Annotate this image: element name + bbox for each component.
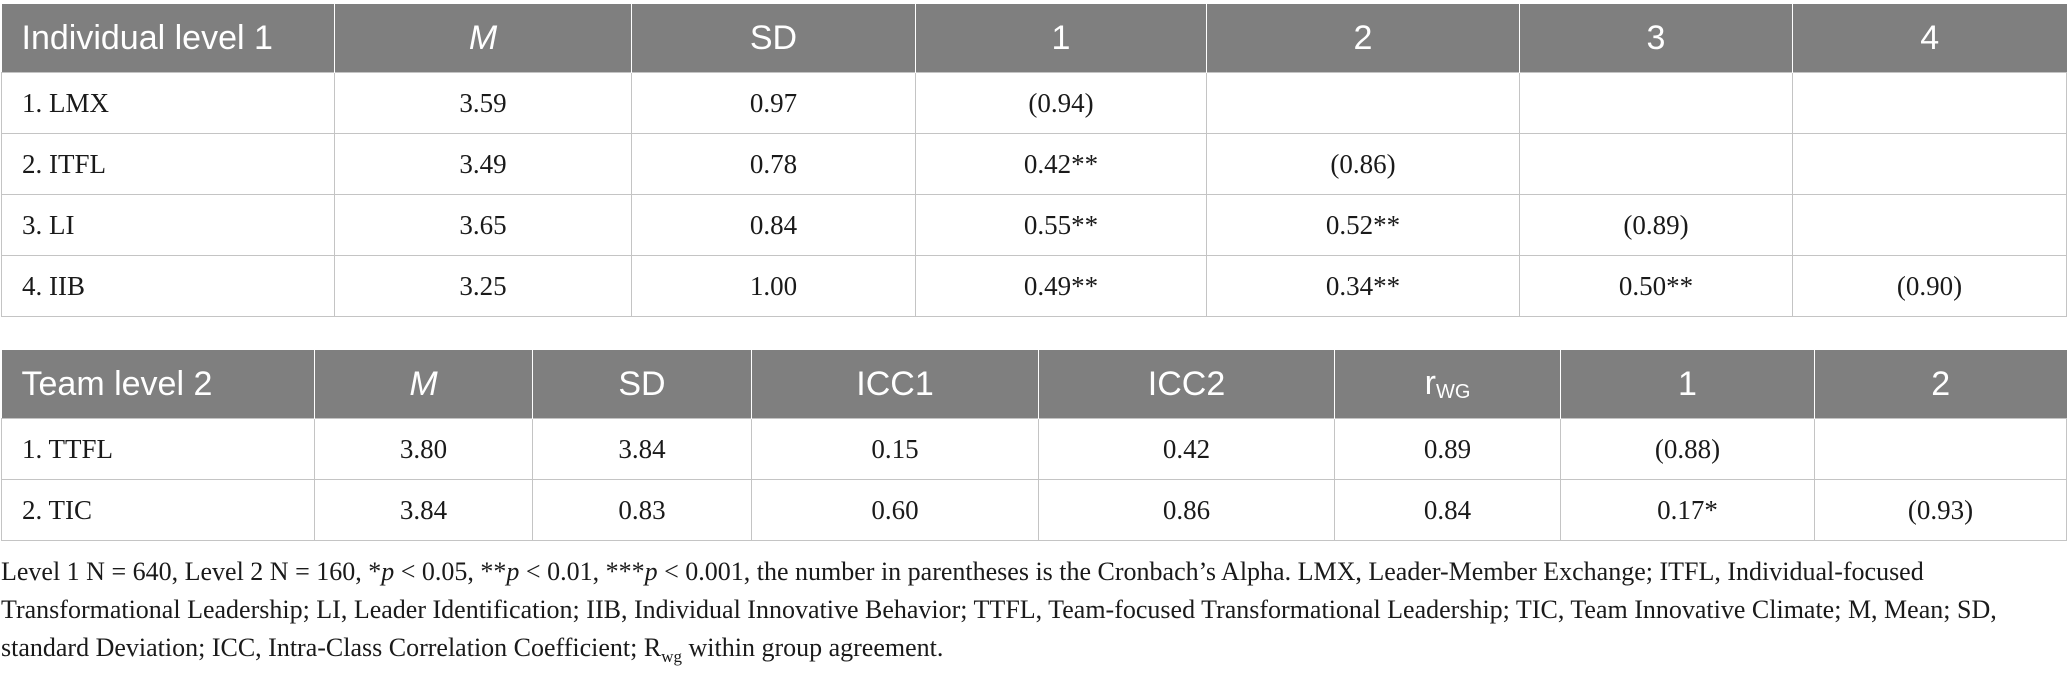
table-cell: (0.94) [915,72,1207,134]
header-cell-col-4: 4 [1792,4,2067,73]
table-cell: 0.84 [1334,479,1561,541]
table-cell: 0.89 [1334,418,1561,480]
table-cell: 0.52** [1206,194,1520,256]
table-footnote: Level 1 N = 640, Level 2 N = 160, *p < 0… [1,553,2051,676]
table-cell: 1.00 [631,255,916,317]
table-cell [1814,418,2067,480]
table-row: 3. LI 3.65 0.84 0.55** 0.52** (0.89) [1,194,2067,256]
table-cell [1519,133,1793,195]
header-cell-col-2: 2 [1814,350,2067,419]
table-cell: 3.80 [314,418,533,480]
table-cell: 3.49 [334,133,632,195]
table-cell: 0.78 [631,133,916,195]
table-cell: 0.42** [915,133,1207,195]
table-cell: 4. IIB [1,255,335,317]
table-cell: 0.86 [1038,479,1335,541]
table-cell [1519,72,1793,134]
table-cell: 3.25 [334,255,632,317]
table-cell: 1. TTFL [1,418,315,480]
header-cell-col-1: 1 [1560,350,1815,419]
note-text: < 0.05, ** [394,557,507,586]
header-cell-mean: M [314,350,533,419]
table-row: 2. ITFL 3.49 0.78 0.42** (0.86) [1,133,2067,195]
header-cell-col-1: 1 [915,4,1207,73]
table-cell [1792,72,2067,134]
table-row: 1. TTFL 3.80 3.84 0.15 0.42 0.89 (0.88) [1,418,2067,480]
table-cell: (0.89) [1519,194,1793,256]
table-cell [1206,72,1520,134]
table-cell: 0.15 [751,418,1039,480]
table-cell: 2. ITFL [1,133,335,195]
table-cell: 3.59 [334,72,632,134]
note-text: < 0.01, *** [519,557,645,586]
statistics-table-team-level: Team level 2 M SD ICC1 ICC2 rWG 1 2 1. T… [1,350,2067,541]
rwg-label: r [1424,364,1436,402]
table-cell [1792,194,2067,256]
table-cell: 3.84 [314,479,533,541]
table-cell: 0.49** [915,255,1207,317]
header-cell-mean: M [334,4,632,73]
header-cell-icc2: ICC2 [1038,350,1335,419]
table-cell: (0.93) [1814,479,2067,541]
table-row: 1. LMX 3.59 0.97 (0.94) [1,72,2067,134]
table-cell: 0.84 [631,194,916,256]
header-cell-sd: SD [631,4,916,73]
table-cell: 3.65 [334,194,632,256]
note-p-italic: p [644,557,658,586]
header-cell-rwg: rWG [1334,350,1561,419]
table-cell: 0.34** [1206,255,1520,317]
table-header-row: Individual level 1 M SD 1 2 3 4 [1,4,2067,73]
header-cell-col-2: 2 [1206,4,1520,73]
table-cell: 1. LMX [1,72,335,134]
header-cell-variable: Individual level 1 [1,4,335,73]
table-row: 4. IIB 3.25 1.00 0.49** 0.34** 0.50** (0… [1,255,2067,317]
header-cell-col-3: 3 [1519,4,1793,73]
header-cell-icc1: ICC1 [751,350,1039,419]
table-cell: 0.42 [1038,418,1335,480]
table-cell: 0.83 [532,479,752,541]
table-cell: 3.84 [532,418,752,480]
note-text: < 0.001, the number in parentheses is th… [1,557,1997,662]
note-text: within group agreement. [682,633,944,662]
table-cell: 0.97 [631,72,916,134]
table-cell: (0.86) [1206,133,1520,195]
header-cell-variable: Team level 2 [1,350,315,419]
note-text: Level 1 N = 640, Level 2 N = 160, * [1,557,382,586]
note-p-italic: p [381,557,395,586]
rwg-subscript: WG [1435,381,1471,403]
table-header-row: Team level 2 M SD ICC1 ICC2 rWG 1 2 [1,350,2067,419]
table-cell: 3. LI [1,194,335,256]
note-p-italic: p [506,557,520,586]
table-cell: 2. TIC [1,479,315,541]
header-cell-sd: SD [532,350,752,419]
table-cell: 0.60 [751,479,1039,541]
table-cell: (0.88) [1560,418,1815,480]
table-cell: (0.90) [1792,255,2067,317]
table-cell: 0.55** [915,194,1207,256]
correlation-table-individual-level: Individual level 1 M SD 1 2 3 4 1. LMX 3… [1,4,2067,317]
table-cell: 0.17* [1560,479,1815,541]
note-rwg-subscript: wg [661,647,682,667]
table-row: 2. TIC 3.84 0.83 0.60 0.86 0.84 0.17* (0… [1,479,2067,541]
table-cell: 0.50** [1519,255,1793,317]
table-cell [1792,133,2067,195]
